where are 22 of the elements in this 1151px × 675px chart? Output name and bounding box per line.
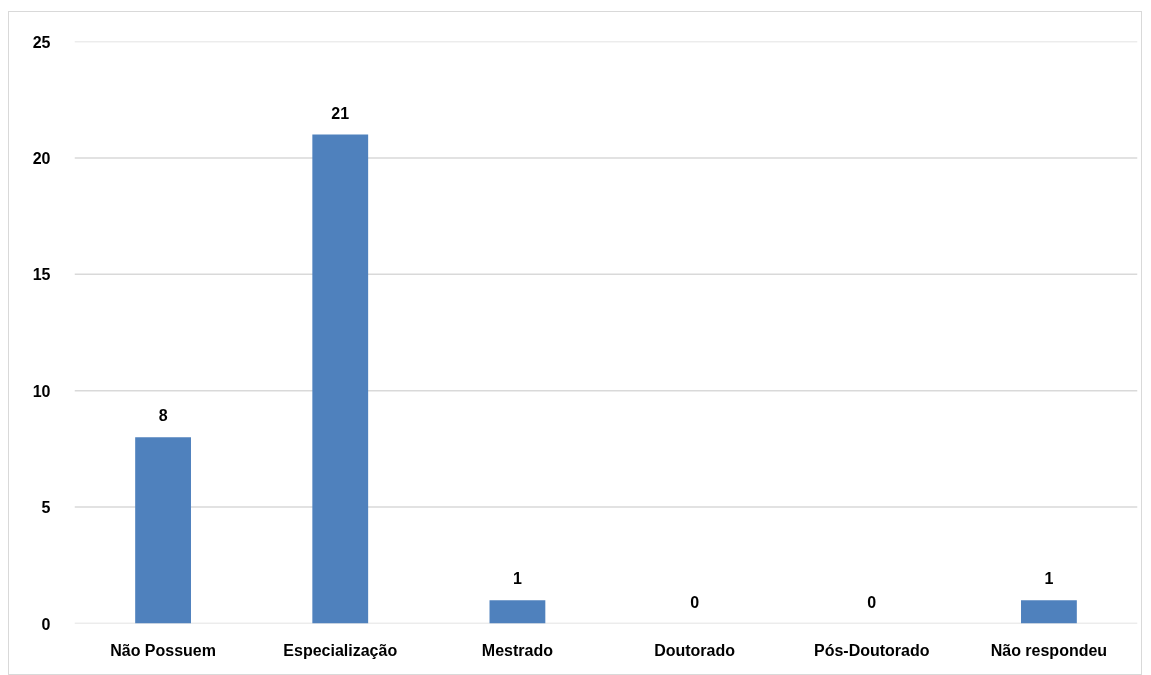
y-tick-label: 20 bbox=[32, 149, 51, 167]
y-tick-label: 15 bbox=[32, 266, 51, 284]
y-tick-label: 5 bbox=[41, 499, 51, 517]
y-tick-label: 0 bbox=[41, 615, 51, 633]
bar bbox=[1021, 600, 1077, 624]
x-tick-label: Especialização bbox=[283, 641, 398, 659]
data-label: 1 bbox=[1044, 570, 1054, 588]
bar bbox=[135, 437, 191, 624]
x-tick-label: Não Possuem bbox=[110, 641, 216, 659]
x-tick-label: Pós-Doutorado bbox=[813, 641, 930, 659]
x-tick-label: Mestrado bbox=[481, 641, 554, 659]
x-tick-label: Doutorado bbox=[654, 641, 736, 659]
y-tick-label: 25 bbox=[32, 33, 51, 51]
bar bbox=[489, 600, 546, 624]
data-label: 8 bbox=[158, 407, 168, 425]
bar bbox=[312, 134, 369, 624]
data-label: 0 bbox=[690, 593, 700, 611]
data-label: 1 bbox=[512, 570, 522, 588]
data-label: 0 bbox=[867, 593, 877, 611]
y-tick-label: 10 bbox=[32, 382, 51, 400]
data-label: 21 bbox=[331, 104, 350, 122]
x-tick-label: Não respondeu bbox=[990, 641, 1108, 659]
